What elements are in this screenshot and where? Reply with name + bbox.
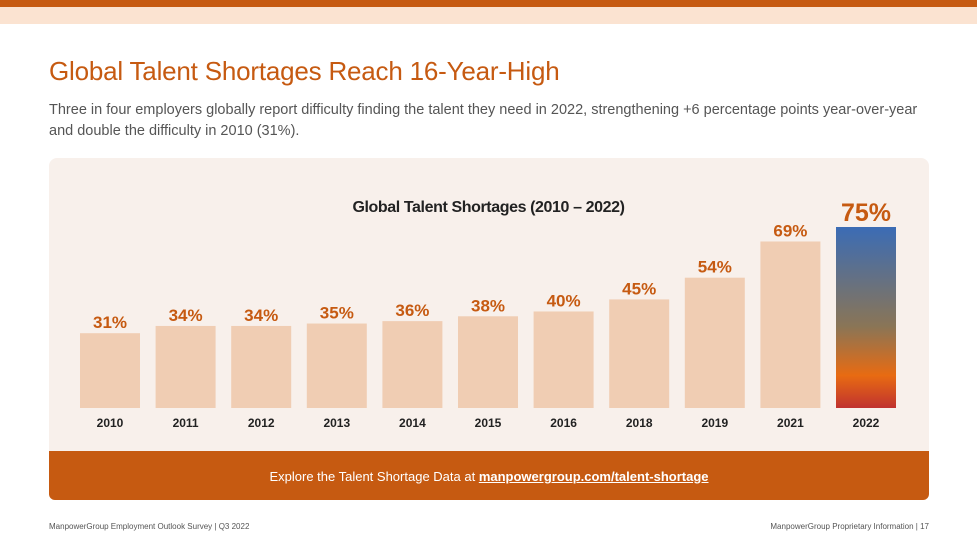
cta-text: Explore the Talent Shortage Data at bbox=[269, 469, 479, 484]
talent-shortage-link[interactable]: manpowergroup.com/talent-shortage bbox=[478, 469, 709, 484]
top-accent-bar bbox=[0, 0, 977, 7]
bar-2015 bbox=[458, 316, 518, 408]
value-label-2012: 34% bbox=[244, 306, 278, 325]
value-label-2021: 69% bbox=[773, 221, 807, 240]
value-label-2018: 45% bbox=[622, 279, 656, 298]
value-label-2010: 31% bbox=[93, 313, 127, 332]
value-label-2022: 75% bbox=[841, 199, 891, 227]
x-tick-label-2022: 2022 bbox=[853, 416, 880, 430]
x-tick-label-2010: 2010 bbox=[97, 416, 124, 430]
value-label-2016: 40% bbox=[547, 291, 581, 310]
value-label-2011: 34% bbox=[169, 306, 203, 325]
footer-survey-label: ManpowerGroup Employment Outlook Survey … bbox=[49, 522, 250, 531]
x-tick-label-2021: 2021 bbox=[777, 416, 804, 430]
x-tick-label-2014: 2014 bbox=[399, 416, 426, 430]
bar-2010 bbox=[80, 333, 140, 408]
bar-2012 bbox=[231, 325, 292, 408]
bar-2011 bbox=[155, 325, 216, 408]
page-subtitle: Three in four employers globally report … bbox=[49, 102, 918, 139]
bar-chart: 31% 2010 34% 2011 34% 2012 35% 2013 36% 2014 38% 20… bbox=[80, 199, 896, 430]
bar-2014 bbox=[382, 321, 443, 408]
value-label-2019: 54% bbox=[698, 258, 732, 277]
bar-2013 bbox=[306, 323, 367, 408]
x-tick-label-2015: 2015 bbox=[475, 416, 502, 430]
bar-2016 bbox=[533, 311, 594, 408]
bar-2021 bbox=[760, 241, 821, 408]
value-label-2013: 35% bbox=[320, 304, 354, 323]
x-tick-label-2011: 2011 bbox=[173, 416, 199, 430]
top-accent-band bbox=[0, 7, 977, 24]
value-label-2014: 36% bbox=[395, 301, 429, 320]
bar-2018 bbox=[609, 299, 670, 408]
x-tick-label-2019: 2019 bbox=[701, 416, 728, 430]
x-tick-label-2012: 2012 bbox=[248, 416, 275, 430]
x-tick-label-2013: 2013 bbox=[323, 416, 350, 430]
explore-data-banner: Explore the Talent Shortage Data at manp… bbox=[49, 451, 929, 500]
value-label-2015: 38% bbox=[471, 296, 505, 315]
x-tick-label-2018: 2018 bbox=[626, 416, 653, 430]
bar-2022 bbox=[836, 227, 896, 408]
bar-2019 bbox=[684, 277, 745, 408]
x-tick-label-2016: 2016 bbox=[550, 416, 577, 430]
page-title: Global Talent Shortages Reach 16-Year-Hi… bbox=[49, 56, 560, 86]
footer-proprietary-label: ManpowerGroup Proprietary Information | … bbox=[770, 522, 929, 531]
chart-title: Global Talent Shortages (2010 – 2022) bbox=[352, 199, 625, 216]
